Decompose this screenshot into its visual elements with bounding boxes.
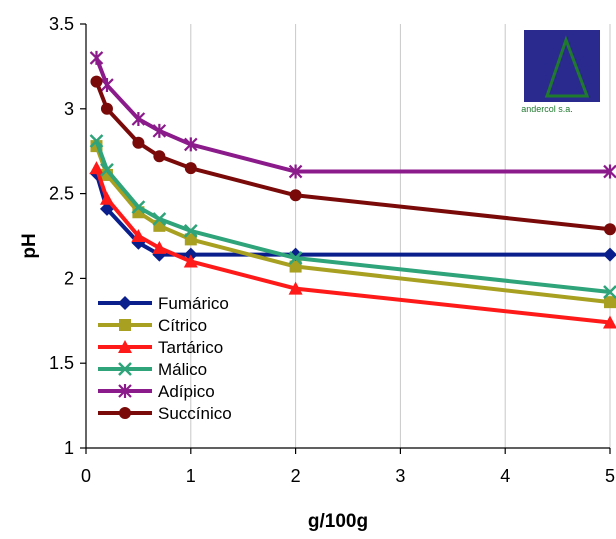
legend-label: Cítrico (158, 316, 207, 335)
data-point (184, 233, 197, 246)
y-tick-label: 2.5 (49, 184, 74, 204)
legend-label: Tartárico (158, 338, 223, 357)
series-1 (89, 166, 616, 262)
logo-background (524, 30, 600, 102)
data-point (89, 50, 104, 65)
legend-label: Succínico (158, 404, 232, 423)
legend-item: Tartárico (98, 338, 223, 357)
logo-text: andercol s.a. (521, 104, 573, 114)
legend-label: Adípico (158, 382, 215, 401)
legend-item: Málico (98, 360, 207, 379)
tick-labels: 11.522.533.50 1 2 3 4 5 (49, 14, 615, 486)
series-6 (90, 75, 616, 236)
data-point (289, 189, 302, 202)
data-point (152, 240, 167, 254)
data-point (153, 150, 166, 163)
data-point (289, 260, 302, 273)
x-tick-label: 4 (500, 466, 510, 486)
y-tick-label: 3 (64, 99, 74, 119)
legend-marker (119, 319, 131, 331)
data-point (132, 136, 145, 149)
x-tick-label: 1 (186, 466, 196, 486)
data-point (131, 111, 146, 126)
data-point (603, 164, 616, 179)
data-point (152, 123, 167, 138)
series-4 (89, 134, 616, 299)
data-point (288, 251, 303, 265)
data-point (604, 223, 616, 236)
x-tick-label: 0 (81, 466, 91, 486)
x-axis-title: g/100g (308, 511, 368, 532)
data-point (100, 78, 114, 93)
axes (80, 23, 611, 454)
y-tick-label: 1.5 (49, 353, 74, 373)
data-point (604, 296, 616, 309)
legend-marker (118, 362, 132, 376)
data-point (184, 162, 197, 175)
data-point (90, 75, 103, 88)
data-point (152, 212, 167, 226)
series-3 (89, 161, 616, 329)
data-point (89, 161, 104, 175)
data-point (89, 134, 104, 148)
legend-item: Adípico (98, 382, 215, 401)
x-tick-label: 2 (291, 466, 301, 486)
legend-marker (119, 407, 131, 419)
y-tick-label: 3.5 (49, 14, 74, 34)
y-axis-title: pH (19, 233, 40, 258)
data-point (183, 254, 198, 268)
data-point (603, 315, 616, 329)
y-tick-label: 1 (64, 438, 74, 458)
legend-marker (118, 296, 132, 310)
legend-item: Succínico (98, 404, 232, 423)
andercol-logo: andercol s.a. (521, 30, 600, 118)
legend-label: Málico (158, 360, 207, 379)
legend-label: Fumárico (158, 294, 229, 313)
data-point (131, 200, 146, 215)
data-point (603, 247, 616, 262)
y-tick-label: 2 (64, 268, 74, 288)
data-point (183, 224, 198, 238)
legend-marker (118, 384, 132, 398)
series-5 (89, 50, 616, 179)
x-tick-label: 5 (605, 466, 615, 486)
x-tick-label: 3 (395, 466, 405, 486)
data-point (131, 229, 146, 242)
series-line (94, 172, 610, 257)
legend: Fumárico Cítrico Tartárico Málico Adípico Suc… (98, 294, 232, 423)
legend-item: Fumárico (98, 294, 229, 313)
series-group (89, 50, 616, 329)
legend-item: Cítrico (98, 316, 207, 335)
logo-triangle-icon (544, 35, 590, 98)
data-point (603, 285, 616, 299)
data-point (184, 137, 198, 152)
data-point (288, 164, 303, 179)
data-point (288, 281, 303, 295)
data-point (100, 102, 113, 115)
legend-marker (118, 340, 132, 353)
data-point (99, 191, 114, 205)
data-point (100, 162, 114, 177)
